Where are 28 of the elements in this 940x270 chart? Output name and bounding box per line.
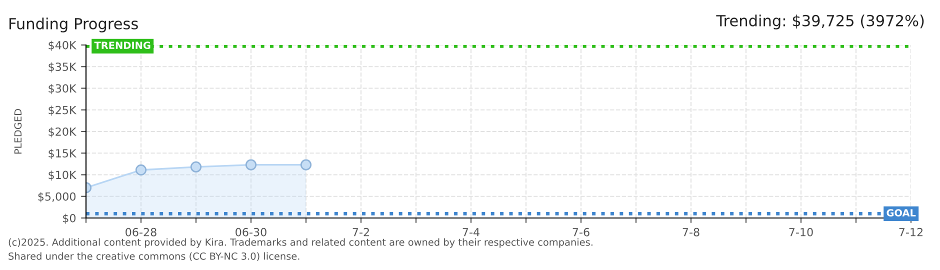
point (245, 159, 257, 170)
point (300, 159, 312, 170)
text: (c)2025. Additional content provided by Kira. Trademarks and related content are owned by their respective companies. (8, 238, 592, 248)
x-tick-label: 7-2 (352, 228, 369, 236)
x-tick-label: 7-12 (899, 228, 922, 236)
point (190, 161, 202, 173)
x-tick-label: 7-6 (572, 228, 590, 236)
x-tick-label: 7-8 (682, 228, 700, 236)
text: Shared under the creative commons (CC BY-NC 3.0) license. (8, 252, 300, 261)
y-tick-label: $30K (48, 84, 77, 94)
x-tick-label: 06-30 (236, 228, 266, 236)
y-tick-label: $15K (48, 148, 77, 159)
chart-subtitle: Trending: $39,725 (3972%) (716, 14, 924, 30)
y-axis-title: PLEDGED (14, 109, 22, 154)
chart-title: Funding Progress (10, 18, 138, 32)
y-tick-label: $25K (48, 106, 77, 116)
y-tick-label: $20K (48, 127, 77, 138)
ref-line-label: TRENDING (94, 42, 150, 50)
x-tick-label: 7-4 (462, 228, 480, 236)
y-tick-label: $0 (63, 214, 76, 224)
x-tick-label: 06-28 (126, 228, 156, 236)
x-tick-label: 7-10 (789, 228, 813, 236)
ref-line-label: GOAL (886, 209, 916, 216)
y-tick-label: $35K (48, 62, 77, 72)
y-tick-label: $10K (48, 170, 77, 181)
point (135, 164, 147, 176)
y-tick-label: $40K (48, 40, 77, 51)
y-tick-label: $5,000 (38, 192, 76, 202)
